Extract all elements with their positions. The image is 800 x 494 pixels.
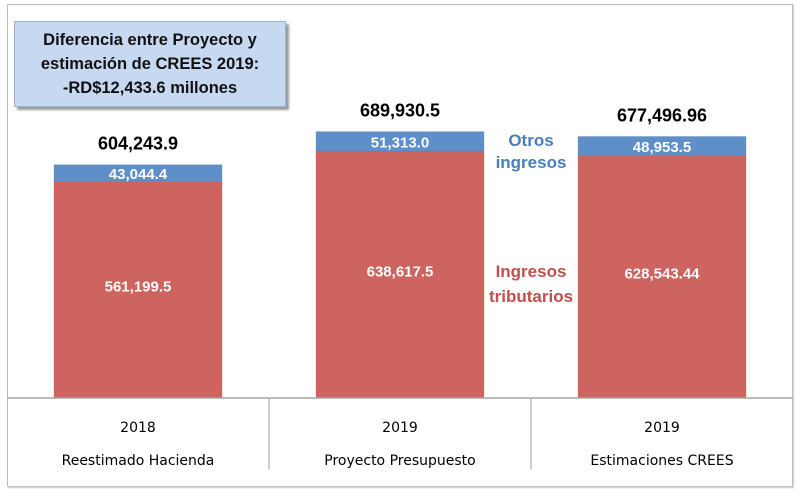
total-label: 677,496.96 xyxy=(617,105,707,125)
bar-segment-ingresos-tributarios xyxy=(577,154,747,399)
annotation-line-1: Diferencia entre Proyecto y xyxy=(43,31,257,49)
bar-segment-ingresos-tributarios xyxy=(315,150,485,399)
legend-label-otros-ingresos: Otros xyxy=(508,131,553,150)
labels-layer: 561,199.5 43,044.4 604,243.9 638,617.5 51,31… xyxy=(98,101,707,296)
bar-segment-otros-ingresos xyxy=(53,164,223,182)
data-label-otros-ingresos: 43,044.4 xyxy=(109,166,168,183)
category-year-label: 2019 xyxy=(382,420,418,436)
data-label-ingresos-tributarios: 638,617.5 xyxy=(367,264,434,281)
legend-label-otros-ingresos: ingresos xyxy=(496,153,567,172)
bar-segment-otros-ingresos xyxy=(315,131,485,152)
data-label-ingresos-tributarios: 561,199.5 xyxy=(105,279,172,296)
total-label: 604,243.9 xyxy=(98,134,178,154)
total-label: 689,930.5 xyxy=(360,101,440,121)
annotation-line-3: -RD$12,433.6 millones xyxy=(62,79,238,97)
category-year-label: 2019 xyxy=(644,420,680,436)
category-axis: 2018 Reestimado Hacienda 2019 Proyecto Pres… xyxy=(7,397,793,470)
bars-layer xyxy=(53,131,747,399)
legend-label-ingresos-tributarios: Ingresos xyxy=(496,262,567,281)
legend-label-ingresos-tributarios: tributarios xyxy=(489,287,573,306)
bar-segment-ingresos-tributarios xyxy=(53,180,223,399)
category-name-label: Reestimado Hacienda xyxy=(62,453,215,469)
legend: Otros ingresos Ingresos tributarios xyxy=(489,131,573,306)
category-year-label: 2018 xyxy=(120,420,156,436)
data-label-ingresos-tributarios: 628,543.44 xyxy=(624,266,700,283)
data-label-otros-ingresos: 48,953.5 xyxy=(633,139,691,156)
data-label-otros-ingresos: 51,313.0 xyxy=(371,135,429,152)
annotation-line-2: estimación de CREES 2019: xyxy=(40,55,260,73)
category-name-label: Estimaciones CREES xyxy=(590,453,733,469)
category-name-label: Proyecto Presupuesto xyxy=(324,453,475,469)
bar-segment-otros-ingresos xyxy=(577,135,747,156)
difference-annotation-box: Diferencia entre Proyecto y estimación d… xyxy=(14,21,286,107)
